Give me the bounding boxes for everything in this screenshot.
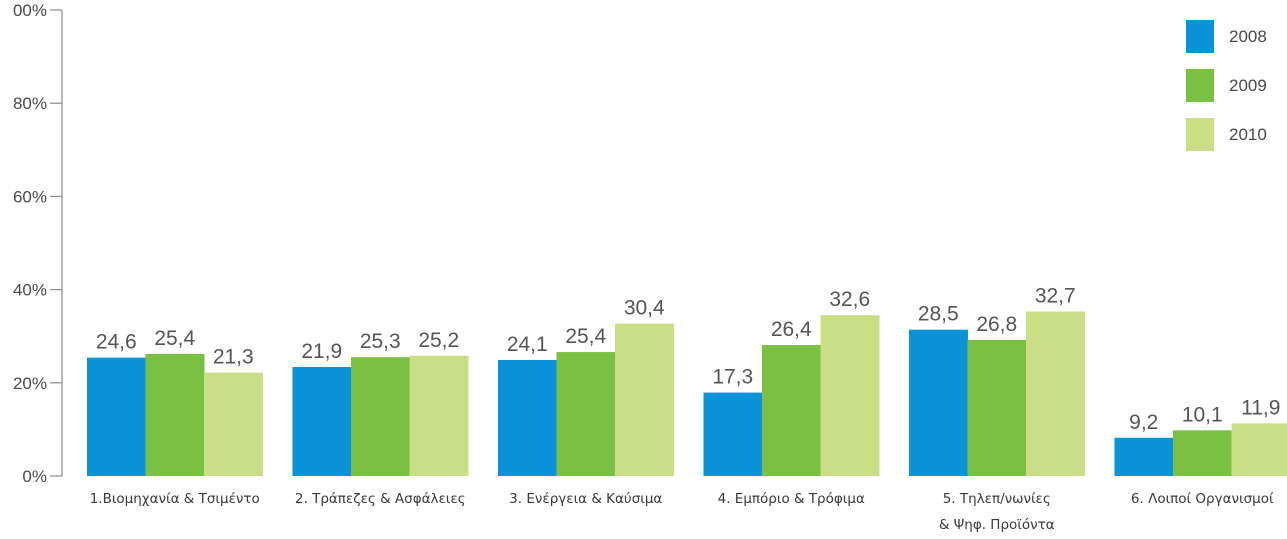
bar (1026, 311, 1085, 476)
legend-label: 2009 (1229, 76, 1267, 95)
data-label: 32,7 (1035, 285, 1076, 308)
bar (615, 323, 674, 476)
bar (145, 353, 205, 476)
y-tick-label: 60% (13, 187, 47, 206)
data-label: 25,2 (418, 329, 459, 352)
bar (556, 352, 616, 476)
value-labels: 24,6 25,4 21,3 21,9 25,3 25,2 24,1 25,4 30,4 17,3… (96, 285, 1281, 434)
bar (351, 357, 410, 476)
category-labels: 1.Βιομηχανία & Τσιμέντο 2. Τράπεζες & Ασφ… (90, 491, 1274, 533)
x-tick-label: 2. Τράπεζες & Ασφάλειες (295, 491, 466, 507)
data-label: 9,2 (1129, 411, 1158, 434)
data-label: 28,5 (918, 303, 959, 326)
bar (762, 345, 821, 476)
bar (1114, 437, 1174, 476)
x-tick-label: & Ψηφ. Προϊόντα (939, 517, 1055, 533)
data-label: 26,4 (771, 318, 812, 341)
bar (498, 359, 557, 476)
x-tick-label: 6. Λοιποί Οργανισμοί (1131, 491, 1274, 507)
bar (703, 392, 763, 476)
y-tick-label: 00% (13, 1, 47, 20)
data-label: 17,3 (712, 366, 753, 389)
legend-label: 2008 (1229, 27, 1267, 46)
legend-label: 2010 (1229, 125, 1267, 144)
y-axis: 0% 20% 40% 60% 80% 00% (13, 1, 63, 486)
data-label: 25,3 (360, 330, 401, 353)
x-tick-label: 4. Εμπόριο & Τρόφιμα (718, 491, 865, 507)
legend-swatch (1186, 69, 1214, 102)
bars (87, 311, 1287, 476)
x-tick-label: 5. Τηλεπ/νωνίες (943, 491, 1051, 507)
legend: 2008 2009 2010 (1186, 20, 1267, 151)
x-tick-label: 3. Ενέργεια & Καύσιμα (509, 491, 662, 507)
data-label: 24,6 (96, 331, 137, 354)
data-label: 24,1 (507, 333, 548, 356)
data-label: 10,1 (1182, 403, 1223, 426)
bar (292, 366, 352, 476)
bar (409, 355, 469, 476)
data-label: 21,9 (301, 340, 342, 363)
y-tick-label: 80% (13, 94, 47, 113)
data-label: 21,3 (213, 346, 254, 369)
data-label: 25,4 (565, 325, 606, 348)
bar (87, 357, 146, 476)
data-label: 25,4 (154, 327, 195, 350)
y-tick-label: 0% (22, 467, 47, 486)
x-tick-label: 1.Βιομηχανία & Τσιμέντο (90, 491, 260, 507)
data-label: 30,4 (624, 297, 665, 320)
data-label: 11,9 (1241, 396, 1280, 419)
bar (204, 372, 263, 476)
bar (820, 315, 880, 476)
bar (909, 329, 968, 476)
legend-swatch (1186, 20, 1214, 53)
data-label: 32,6 (829, 288, 870, 311)
legend-swatch (1186, 118, 1214, 151)
y-tick-label: 40% (13, 281, 47, 300)
y-tick-label: 20% (13, 374, 47, 393)
bar (967, 339, 1027, 476)
bar (1173, 430, 1232, 476)
data-label: 26,8 (976, 313, 1017, 336)
bar (1231, 423, 1287, 476)
